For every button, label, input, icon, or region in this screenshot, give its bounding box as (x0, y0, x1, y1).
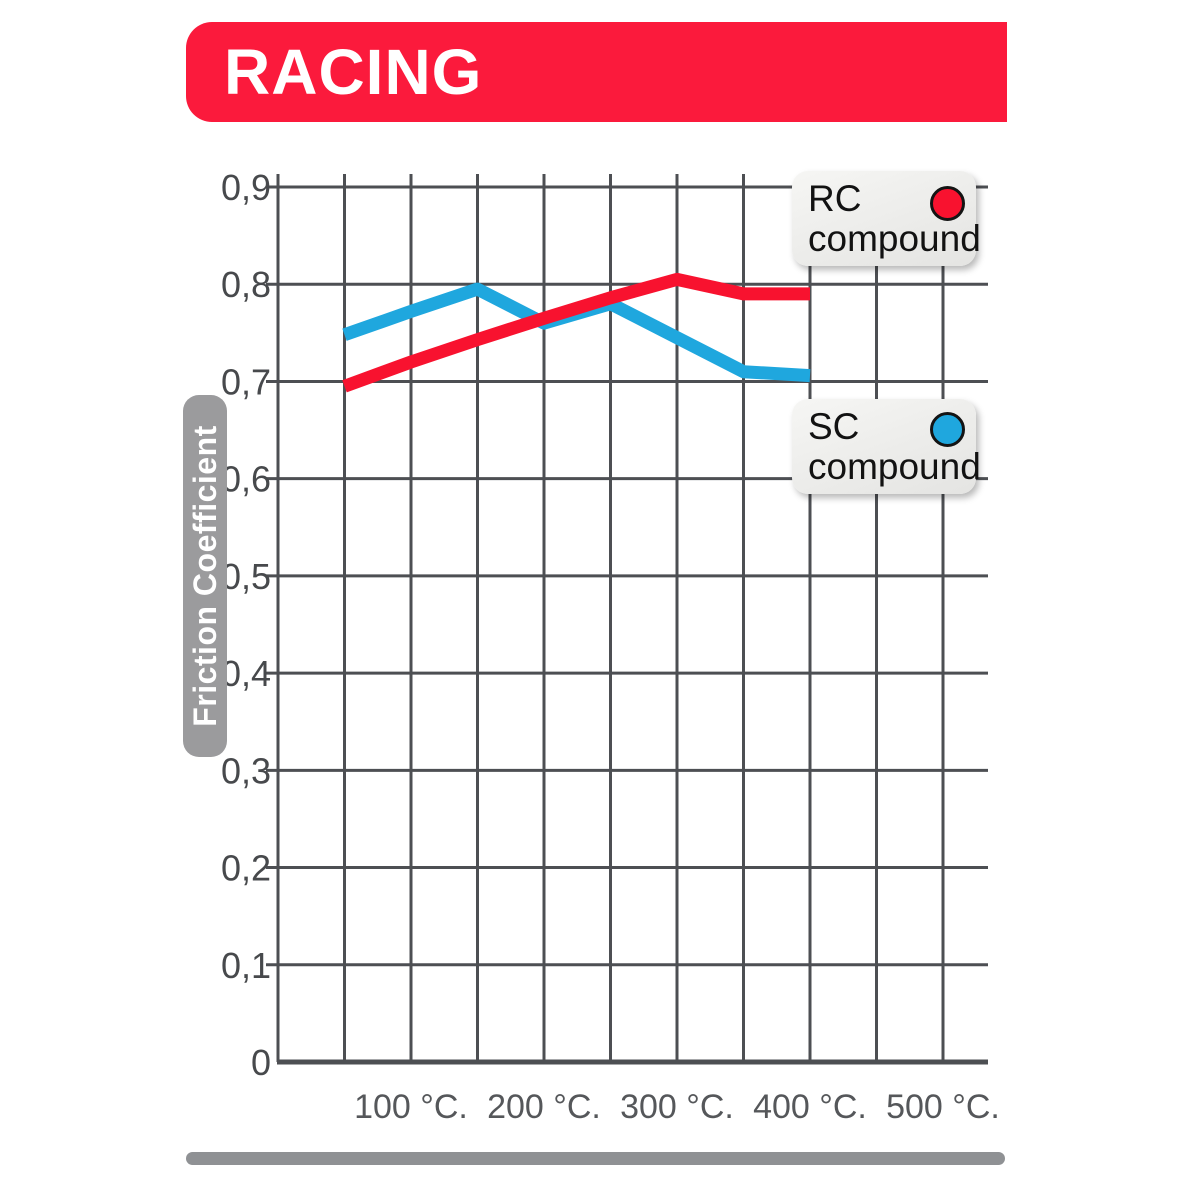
rc-color-dot-icon (930, 186, 965, 221)
svg-text:0,6: 0,6 (221, 459, 271, 500)
svg-text:400 °C.: 400 °C. (753, 1088, 867, 1126)
svg-text:0,7: 0,7 (221, 361, 271, 402)
svg-text:100 °C.: 100 °C. (354, 1088, 468, 1126)
svg-text:0,8: 0,8 (221, 264, 271, 305)
svg-text:0,1: 0,1 (221, 945, 271, 986)
racing-banner: RACING (186, 22, 1007, 122)
y-axis-label: Friction Coefficient (186, 425, 223, 727)
svg-text:0: 0 (251, 1042, 271, 1083)
svg-text:0,2: 0,2 (221, 848, 271, 889)
legend-rc-title: RC (808, 178, 862, 219)
series-rc-compound (342, 272, 810, 393)
sc-color-dot-icon (930, 412, 965, 447)
svg-text:0,3: 0,3 (221, 750, 271, 791)
x-axis-tick-labels: 100 °C. 200 °C. 300 °C. 400 °C. 500 °C. (354, 1088, 1000, 1126)
bottom-divider-bar (186, 1152, 1005, 1165)
legend-rc-subtitle: compound (808, 218, 981, 259)
svg-text:0,4: 0,4 (221, 653, 271, 694)
legend-sc-title: SC (808, 406, 860, 447)
banner-title: RACING (224, 36, 483, 108)
legend-rc-compound: RC compound (792, 171, 981, 266)
legend-sc-compound: SC compound (792, 399, 981, 494)
y-axis-tick-labels: 0,9 0,8 0,7 0,6 0,5 0,4 0,3 0,2 0,1 0 (221, 167, 271, 1083)
y-axis-label-pill: Friction Coefficient (183, 395, 227, 757)
svg-text:0,5: 0,5 (221, 556, 271, 597)
svg-text:0,9: 0,9 (221, 167, 271, 208)
legend-sc-subtitle: compound (808, 446, 981, 487)
svg-text:500 °C.: 500 °C. (886, 1088, 1000, 1126)
svg-text:300 °C.: 300 °C. (620, 1088, 734, 1126)
svg-text:200 °C.: 200 °C. (487, 1088, 601, 1126)
